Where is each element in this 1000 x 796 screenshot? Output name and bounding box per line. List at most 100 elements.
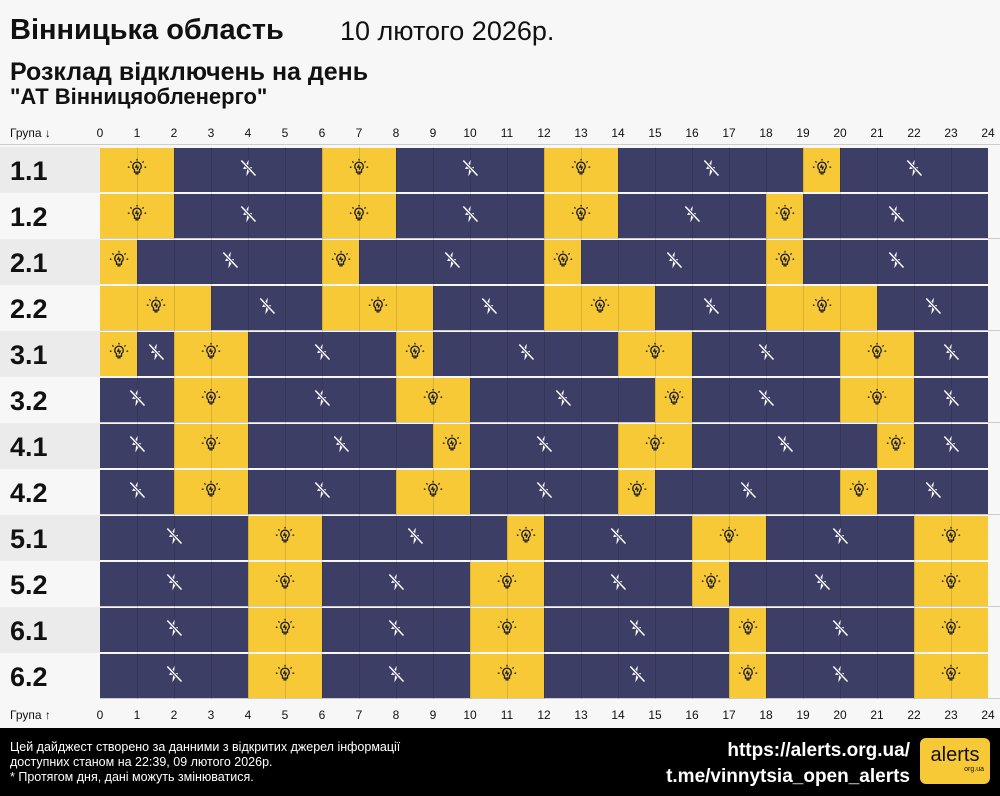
lightbulb-icon	[275, 526, 295, 551]
hour-tick-label: 20	[833, 126, 847, 140]
no-power-icon	[127, 388, 147, 413]
lightbulb-icon	[941, 572, 961, 597]
hour-gridline	[433, 147, 434, 699]
lightbulb-icon	[812, 158, 832, 183]
lightbulb-icon	[867, 342, 887, 367]
power-off-segment	[914, 424, 988, 468]
power-off-segment	[248, 378, 396, 422]
no-power-icon	[923, 296, 943, 321]
power-off-segment	[692, 378, 840, 422]
hour-tick-label: 22	[907, 708, 921, 722]
no-power-icon	[701, 158, 721, 183]
no-power-icon	[627, 664, 647, 689]
hour-gridline	[470, 147, 471, 699]
no-power-icon	[146, 342, 166, 367]
hour-gridline	[137, 147, 138, 699]
group-row: 4.1	[0, 423, 1000, 469]
power-on-segment	[322, 194, 396, 238]
hour-tick-label: 17	[722, 126, 736, 140]
power-off-segment	[174, 194, 322, 238]
hour-gridline	[322, 147, 323, 699]
power-on-segment	[248, 608, 322, 652]
power-off-segment	[803, 240, 988, 284]
hour-tick-label: 9	[429, 708, 437, 722]
hour-tick-label: 4	[244, 708, 252, 722]
power-off-segment	[248, 332, 396, 376]
power-on-segment	[100, 194, 174, 238]
no-power-icon	[923, 480, 943, 505]
lightbulb-icon	[275, 618, 295, 643]
hour-tick-label: 13	[574, 708, 588, 722]
hour-tick-label: 3	[207, 708, 215, 722]
lightbulb-icon	[497, 618, 517, 643]
group-label: 4.1	[0, 423, 100, 469]
power-on-segment	[914, 654, 988, 698]
power-off-segment	[359, 240, 544, 284]
lightbulb-icon	[201, 342, 221, 367]
note-line: доступних станом на 22:39, 09 лютого 202…	[10, 755, 273, 769]
power-on-segment	[174, 378, 248, 422]
region-title: Вінницька область	[10, 14, 284, 46]
no-power-icon	[534, 480, 554, 505]
lightbulb-icon	[109, 342, 129, 367]
lightbulb-icon	[349, 204, 369, 229]
no-power-icon	[312, 388, 332, 413]
power-on-segment	[174, 424, 248, 468]
power-off-segment	[766, 516, 914, 560]
hour-tick-label: 0	[96, 126, 104, 140]
hour-tick-label: 1	[133, 708, 141, 722]
hour-tick-label: 18	[759, 708, 773, 722]
lightbulb-icon	[553, 250, 573, 275]
hour-axis-top: Група ↓ 0 1 2 3 4 5 6 7 8 9 10 11 12 13 14 15 16 17 18 19 20 2…	[0, 121, 1000, 145]
power-on-segment	[655, 378, 692, 422]
power-on-segment	[433, 424, 470, 468]
power-on-segment	[100, 148, 174, 192]
no-power-icon	[608, 572, 628, 597]
power-off-segment	[618, 148, 803, 192]
hour-tick-label: 7	[355, 708, 363, 722]
no-power-icon	[127, 434, 147, 459]
lightbulb-icon	[275, 664, 295, 689]
hour-tick-label: 16	[685, 126, 699, 140]
power-on-segment	[322, 240, 359, 284]
lightbulb-icon	[571, 204, 591, 229]
power-on-segment	[766, 194, 803, 238]
power-off-segment	[137, 240, 322, 284]
hour-gridline	[507, 147, 508, 699]
no-power-icon	[405, 526, 425, 551]
hour-tick-label: 18	[759, 126, 773, 140]
power-on-segment	[803, 148, 840, 192]
hour-gridline	[359, 147, 360, 699]
website-link[interactable]: https://alerts.org.ua/	[727, 740, 910, 761]
group-row: 4.2	[0, 469, 1000, 515]
group-label: 3.1	[0, 331, 100, 377]
power-off-segment	[914, 332, 988, 376]
no-power-icon	[238, 204, 258, 229]
hour-tick-label: 21	[870, 126, 884, 140]
hour-tick-label: 3	[207, 126, 215, 140]
telegram-link[interactable]: t.me/vinnytsia_open_alerts	[666, 766, 910, 787]
power-off-segment	[100, 608, 248, 652]
schedule-date: 10 лютого 2026р.	[340, 16, 555, 46]
group-label: 2.1	[0, 239, 100, 285]
hour-tick-label: 0	[96, 708, 104, 722]
lightbulb-icon	[627, 480, 647, 505]
power-off-segment	[877, 470, 988, 514]
power-on-segment	[692, 562, 729, 606]
no-power-icon	[756, 342, 776, 367]
power-off-segment	[322, 562, 470, 606]
hour-axis-bottom: Група ↑ 0 1 2 3 4 5 6 7 8 9 10 11 12 13 14 15 16 17 18 19 20 2…	[0, 703, 1000, 727]
no-power-icon	[812, 572, 832, 597]
hour-tick-label: 2	[170, 126, 178, 140]
power-off-segment	[248, 470, 396, 514]
hour-tick-label: 10	[463, 708, 477, 722]
hour-tick-label: 8	[392, 708, 400, 722]
group-label: 5.2	[0, 561, 100, 607]
power-on-segment	[692, 516, 766, 560]
group-row: 1.2	[0, 193, 1000, 239]
power-on-segment	[877, 424, 914, 468]
power-on-segment	[396, 378, 470, 422]
hour-gridline	[729, 147, 730, 699]
schedule-subtitle: Розклад відключень на день	[10, 58, 369, 86]
lightbulb-icon	[886, 434, 906, 459]
